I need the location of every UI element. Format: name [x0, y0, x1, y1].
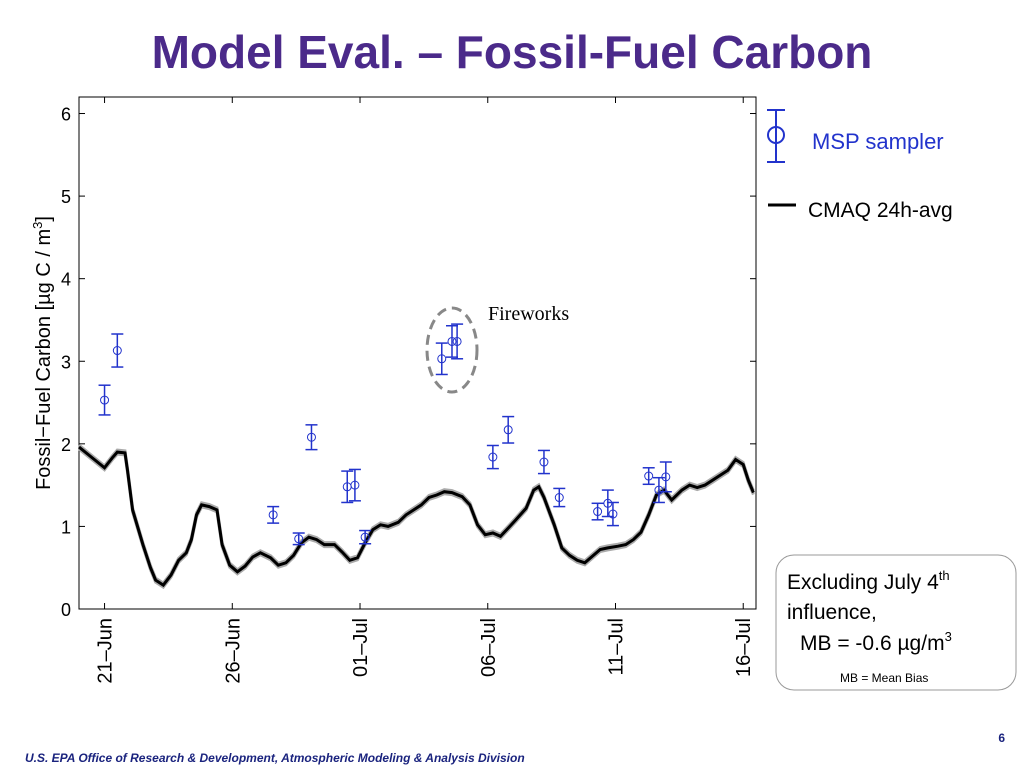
- y-tick-label: 1: [61, 517, 71, 537]
- sample: [359, 529, 372, 545]
- note-box: [775, 554, 1017, 691]
- sample: [435, 342, 448, 376]
- sample: [591, 502, 604, 521]
- sample: [606, 501, 619, 527]
- sample: [659, 461, 672, 493]
- note-text: influence,: [787, 601, 877, 624]
- sample: [601, 489, 614, 518]
- slide-title: Model Eval. – Fossil-Fuel Carbon: [152, 26, 873, 78]
- sample-point: [100, 395, 110, 405]
- sample: [111, 333, 124, 368]
- sample-point: [503, 425, 513, 435]
- sample: [486, 444, 499, 470]
- fireworks-highlight: [425, 306, 479, 394]
- cmaq-line: [78, 445, 755, 588]
- sample-point: [452, 336, 462, 346]
- y-tick-label: 4: [61, 270, 71, 290]
- sample-point: [350, 480, 360, 490]
- sample: [652, 476, 665, 504]
- sample-point: [603, 498, 613, 508]
- plot-area: [78, 96, 757, 610]
- sample-point: [447, 336, 457, 346]
- sample: [502, 415, 515, 444]
- x-tick-label: 06–Jul: [478, 618, 500, 677]
- y-label-text: Fossil−Fuel Carbon [µg C / m: [33, 229, 55, 490]
- sample: [98, 384, 111, 416]
- sample: [642, 467, 655, 486]
- x-tick-label: 01–Jul: [350, 618, 372, 677]
- sample-point: [294, 534, 304, 544]
- plot: 0 1 2 3 4 5 6 21–Jun 26–Jun 01–Jul 06–Jul 11–Jul 16–…: [61, 97, 756, 684]
- legend-label: MSP sampler: [812, 129, 944, 154]
- note-line: MB = -0.6 µg/m: [800, 632, 945, 655]
- sample-point: [488, 452, 498, 462]
- x-tick-label: 11–Jul: [605, 618, 627, 675]
- y-label-sup: 3: [30, 222, 45, 229]
- note-sup: 3: [945, 629, 952, 644]
- sample-point: [661, 472, 671, 482]
- sample-point: [608, 509, 618, 519]
- sample-point: [539, 457, 549, 467]
- sample: [553, 487, 566, 508]
- y-axis-label: Fossil−Fuel Carbon [µg C / m3]: [30, 216, 55, 490]
- sample: [267, 505, 280, 524]
- x-tick-label: 16–Jul: [733, 618, 755, 677]
- sample-point: [437, 354, 447, 364]
- annotation: Fireworks: [488, 303, 569, 325]
- sample-point: [360, 532, 370, 542]
- sample-point: [268, 510, 278, 520]
- footer: U.S. EPA Office of Research & Developmen…: [25, 751, 525, 765]
- sample: [348, 468, 361, 502]
- sample: [445, 324, 458, 358]
- sample-point: [112, 346, 122, 356]
- sample-point: [593, 507, 603, 517]
- sample-point: [306, 432, 316, 442]
- legend-label: CMAQ 24h-avg: [808, 199, 953, 222]
- sample-point: [654, 485, 664, 495]
- y-tick-label: 2: [61, 435, 71, 455]
- note-sup: th: [939, 568, 950, 583]
- x-tick-label: 26–Jun: [222, 618, 244, 684]
- legend: MSP sampler CMAQ 24h-avg: [767, 109, 953, 222]
- note-footnote: MB = Mean Bias: [840, 671, 928, 685]
- page-number: 6: [998, 731, 1005, 745]
- y-tick-label: 3: [61, 352, 71, 372]
- y-tick-label: 0: [61, 600, 71, 620]
- sample: [341, 470, 354, 504]
- sample: [451, 323, 464, 360]
- legend-marker: [767, 126, 785, 144]
- sample-point: [554, 493, 564, 503]
- note-line: Excluding July 4: [787, 571, 939, 594]
- sample: [305, 424, 318, 451]
- note-text: MB = -0.6 µg/m3: [800, 629, 952, 655]
- x-tick-label: 21–Jun: [95, 618, 117, 684]
- note-text: Excluding July 4th: [787, 568, 950, 594]
- y-tick-label: 6: [61, 105, 71, 125]
- y-tick-label: 5: [61, 187, 71, 207]
- sample: [292, 532, 305, 546]
- y-label-end: ]: [33, 216, 55, 222]
- sample-point: [644, 471, 654, 481]
- sample: [537, 449, 550, 475]
